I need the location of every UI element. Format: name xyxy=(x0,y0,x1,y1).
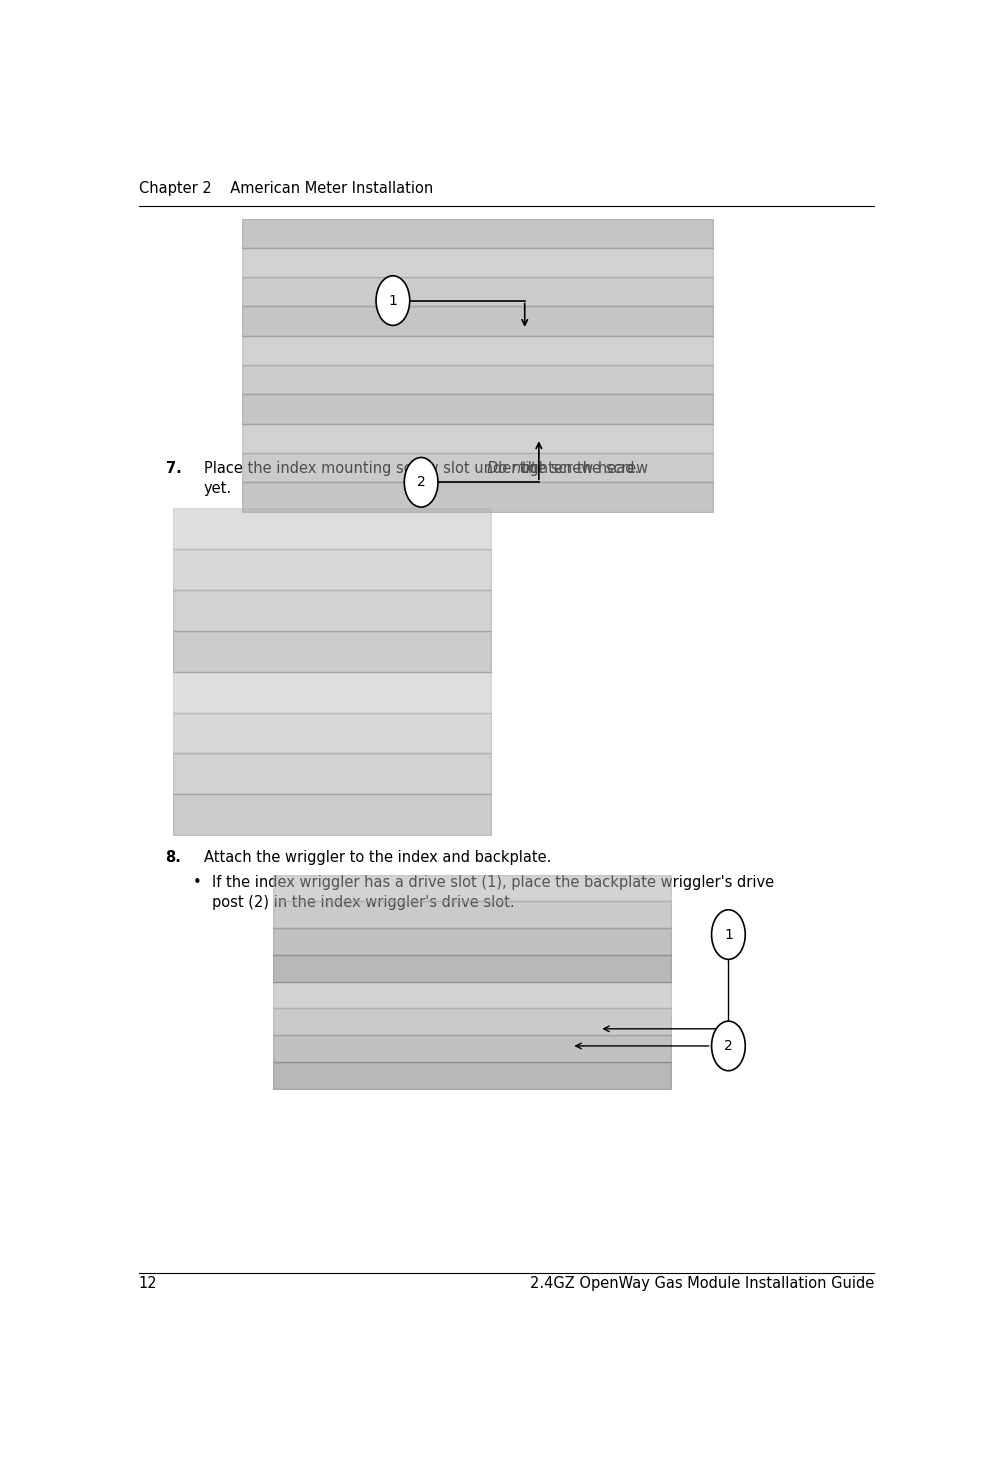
Text: If the index wriggler has a drive slot (1), place the backplate wriggler's drive: If the index wriggler has a drive slot (… xyxy=(211,874,774,890)
Text: Do not: Do not xyxy=(487,461,535,476)
Circle shape xyxy=(711,1022,745,1070)
Text: Place the index mounting screw slot under the screw head.: Place the index mounting screw slot unde… xyxy=(204,461,644,476)
Circle shape xyxy=(404,457,438,507)
Text: 2: 2 xyxy=(417,476,426,489)
Text: tighten the screw: tighten the screw xyxy=(515,461,648,476)
Text: Chapter 2    American Meter Installation: Chapter 2 American Meter Installation xyxy=(138,182,433,196)
Text: 12: 12 xyxy=(138,1277,157,1291)
Circle shape xyxy=(711,909,745,959)
Text: 1: 1 xyxy=(388,294,397,307)
Text: Attach the wriggler to the index and backplate.: Attach the wriggler to the index and bac… xyxy=(204,849,551,865)
Text: •: • xyxy=(193,874,202,890)
Text: 8.: 8. xyxy=(166,849,182,865)
Text: 1: 1 xyxy=(724,928,733,941)
Text: post (2) in the index wriggler's drive slot.: post (2) in the index wriggler's drive s… xyxy=(211,895,514,911)
Circle shape xyxy=(376,275,410,325)
Text: 2.4GZ OpenWay Gas Module Installation Guide: 2.4GZ OpenWay Gas Module Installation Gu… xyxy=(530,1277,874,1291)
Text: 2: 2 xyxy=(724,1039,733,1053)
Text: yet.: yet. xyxy=(204,482,232,496)
Text: 7.: 7. xyxy=(166,461,182,476)
